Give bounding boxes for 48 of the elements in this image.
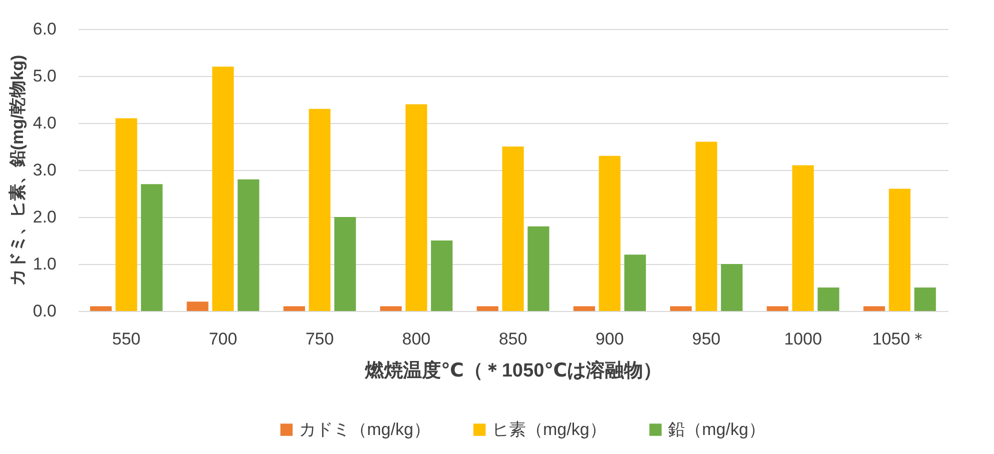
bar xyxy=(502,146,524,311)
x-tick-label: 700 xyxy=(208,330,238,348)
y-axis-title: カドミ、ヒ素、鉛(mg/乾物kg) xyxy=(8,54,27,286)
bar xyxy=(186,302,208,311)
bar xyxy=(624,254,646,311)
bar xyxy=(598,156,620,311)
y-tick-label: 0.0 xyxy=(32,302,56,320)
bar xyxy=(238,179,260,311)
bar xyxy=(792,165,814,311)
y-tick-label: 1.0 xyxy=(32,254,56,274)
bar xyxy=(116,118,138,311)
y-tick-label: 3.0 xyxy=(32,160,56,180)
bar xyxy=(863,306,886,311)
bar xyxy=(308,108,330,311)
bar xyxy=(888,188,910,311)
x-tick-label: 850 xyxy=(498,330,528,348)
x-tick-label: 750 xyxy=(305,330,334,348)
bar xyxy=(914,288,936,311)
y-tick-label: 6.0 xyxy=(32,20,56,38)
bar xyxy=(818,288,840,311)
bar xyxy=(720,264,743,311)
bar xyxy=(90,306,112,311)
bar xyxy=(212,66,234,311)
bar xyxy=(380,306,402,311)
y-tick-label: 2.0 xyxy=(32,208,56,226)
x-tick-label: 800 xyxy=(402,330,431,348)
bar xyxy=(528,226,550,311)
bar xyxy=(140,184,163,311)
legend-label: 鉛（mg/kg） xyxy=(668,420,766,439)
bar xyxy=(476,306,498,311)
bar xyxy=(670,306,692,311)
bar xyxy=(283,306,306,311)
bar xyxy=(573,306,596,311)
bar xyxy=(430,240,453,311)
x-tick-label: 900 xyxy=(595,330,624,348)
y-tick-label: 4.0 xyxy=(32,114,56,132)
legend-label: ヒ素（mg/kg） xyxy=(492,420,606,439)
bar xyxy=(406,104,428,311)
x-tick-label: 950 xyxy=(692,330,721,348)
y-tick-label: 5.0 xyxy=(32,66,56,86)
x-tick-label: 1000 xyxy=(784,330,822,348)
legend-label: カドミ（mg/kg） xyxy=(299,420,430,439)
x-tick-label: 1050＊ xyxy=(872,330,928,348)
bar xyxy=(696,142,718,311)
bar xyxy=(766,306,788,311)
x-axis-title: 燃焼温度℃（＊1050℃は溶融物） xyxy=(364,360,662,382)
bar xyxy=(334,217,356,311)
x-tick-label: 550 xyxy=(112,330,141,348)
